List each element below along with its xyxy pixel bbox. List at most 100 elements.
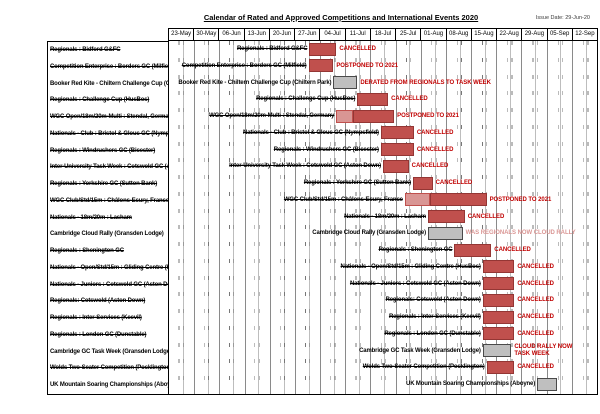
midweek-gridline (333, 41, 335, 394)
midweek-gridline (409, 41, 411, 394)
week-header-cell: 11-Jul (344, 29, 370, 40)
in-chart-label: Nationals - 18m/20m : Lasham (344, 213, 426, 220)
event-bar-segment (454, 243, 492, 257)
gantt-row: WGC Club/Std/15m : Châlons-Ecury, France… (169, 191, 597, 209)
row-label: Nationals - Juniors : Cotswold GC (Aston… (50, 281, 168, 288)
midweek-gridline (233, 41, 235, 394)
midweek-gridline (258, 41, 260, 394)
in-chart-label: UK Mountain Soaring Championships (Aboyn… (406, 381, 536, 387)
week-header-cell: 04-Jul (319, 29, 344, 40)
week-gridline (546, 41, 548, 394)
status-annotation: POSTPONED TO 2021 (397, 113, 459, 119)
midweek-gridline (535, 41, 537, 394)
row-label: Regionals : Bidford G&FC (50, 47, 121, 53)
status-annotation: CANCELLED (517, 297, 554, 304)
page-title: Calendar of Rated and Approved Competiti… (203, 13, 479, 22)
week-gridline (395, 41, 397, 394)
in-chart-label: Regionals : Windrushers GC (Bicester) (273, 146, 379, 153)
in-chart-label: Regionals : Bidford G&FC (236, 46, 308, 52)
week-header-cell: 22-Aug (496, 29, 521, 40)
day-ticks (169, 175, 597, 179)
in-chart-label: Cambridge Cloud Rally (Gransden Lodge) (312, 230, 426, 237)
status-annotation: CANCELLED (517, 280, 554, 287)
in-chart-label: Nationals - Club : Bristol & Glouc GC (N… (243, 129, 379, 136)
in-chart-label: Wolds Two-Seater Competition (Pocklingto… (362, 364, 485, 371)
in-chart-label: Competition Enterprise : Borders GC (Mil… (181, 62, 307, 69)
status-annotation: CANCELLED (416, 129, 454, 136)
event-bar-segment (482, 293, 515, 307)
gantt-row: Regionals : Yorkshire GC (Sutton Bank) CA… (169, 175, 597, 192)
gantt-row: Nationals - Club : Bristol & Glouc GC (N… (169, 124, 597, 142)
midweek-gridline (384, 41, 386, 394)
status-annotation: POSTPONED TO 2021 (489, 196, 552, 203)
gantt-row: Wolds Two-Seater Competition (Pocklingto… (169, 359, 597, 376)
status-annotation: CANCELLED (339, 46, 376, 52)
midweek-gridline (308, 41, 310, 394)
midweek-gridline (510, 41, 512, 394)
week-header-cell: 30-May (193, 29, 218, 40)
day-ticks (169, 376, 597, 380)
event-bar-segment (353, 109, 395, 123)
event-bar-segment (412, 176, 433, 190)
gantt-row: Nationals - Juniors : Cotswold GC (Aston… (169, 275, 597, 293)
gantt-row: Cambridge Cloud Rally (Gransden Lodge) WA… (169, 225, 597, 242)
week-header-cell: 13-Jun (243, 29, 269, 40)
in-chart-label: Inter-University Task Week : Cotswold GC… (229, 163, 381, 170)
gantt-row: Cambridge GC Task Week (Gransden Lodge) C… (169, 342, 597, 360)
week-gridline (521, 41, 523, 394)
in-chart-label: Nationals - Open/Std/15m : Gliding Centr… (340, 263, 481, 270)
week-header-cell: 12-Sep (571, 29, 597, 40)
row-label: Regionals : Challenge Cup (HusBos) (50, 97, 150, 104)
in-chart-label: Nationals - Juniors : Cotswold GC (Aston… (349, 280, 481, 287)
event-bar-segment (482, 260, 515, 274)
row-label: Wolds Two-Seater Competition (Pocklingto… (50, 365, 168, 372)
week-gridline (420, 41, 422, 394)
row-label: Nationals - Club : Bristol & Glouc GC (N… (50, 130, 168, 137)
gantt-body: Regionals : Bidford G&FC CANCELLED Competi… (168, 41, 598, 395)
row-label: Regionals: Cotswold (Aston Down) (50, 298, 146, 305)
event-bar-segment (336, 109, 354, 123)
day-ticks (169, 208, 597, 213)
row-label: Cambridge GC Task Week (Gransden Lodge) (50, 348, 168, 355)
gantt-row: Regionals : Shenington GC CANCELLED (169, 242, 597, 259)
gantt-row: WGC Open/18m/20m-Multi : Stendal, German… (169, 108, 597, 125)
event-bar-segment (380, 126, 414, 140)
status-annotation: CANCELLED (391, 96, 428, 103)
midweek-gridline (359, 41, 361, 394)
in-chart-label: Regionals : London GC (Dunstable) (384, 330, 481, 337)
status-annotation: CANCELLED (435, 180, 473, 186)
midweek-gridline (208, 41, 210, 394)
event-bar-segment (309, 42, 337, 56)
event-bar-segment (429, 193, 487, 207)
day-ticks (169, 258, 597, 263)
day-ticks (169, 57, 597, 62)
row-label: Regionals : Windrushers GC (Bicester) (50, 147, 156, 154)
week-gridline (219, 41, 221, 394)
day-ticks (169, 74, 597, 79)
event-bar-segment (427, 210, 465, 224)
gantt-row: Regionals : Challenge Cup (HusBos) CANCEL… (169, 91, 597, 108)
week-gridline (370, 41, 372, 394)
row-label: Regionals : Inter-Services (Keevil) (50, 315, 142, 321)
midweek-gridline (182, 41, 184, 394)
event-bar-segment (486, 360, 515, 374)
status-annotation: CLOUD RALLY NOW TASK WEEK (514, 344, 573, 357)
day-ticks (169, 41, 597, 45)
week-header-cell: 15-Aug (470, 29, 496, 40)
week-gridline (571, 41, 573, 394)
row-label: Cambridge Cloud Rally (Gransden Lodge) (50, 231, 164, 238)
row-label: UK Mountain Soaring Championships (Aboyn… (50, 382, 168, 388)
status-annotation: DERATED FROM REGIONALS TO TASK WEEK (360, 79, 491, 86)
gantt-row: Regionals : London GC (Dunstable) CANCELL… (169, 325, 597, 343)
status-annotation: WAS REGIONALS NOW CLOUD RALLY (465, 230, 576, 237)
gantt-row: Regionals : Inter-Services (Keevil) CANCE… (169, 309, 597, 326)
day-ticks (169, 242, 597, 246)
week-header-cell: 06-Jun (218, 29, 243, 40)
gantt-row: UK Mountain Soaring Championships (Aboyn… (169, 376, 597, 393)
in-chart-label: Regionals : Shenington GC (378, 247, 453, 253)
gantt-row: Nationals - 18m/20m : Lasham CANCELLED (169, 208, 597, 226)
event-bar-segment (537, 377, 558, 391)
status-annotation: POSTPONED TO 2021 (336, 62, 399, 69)
week-gridline (471, 41, 473, 394)
